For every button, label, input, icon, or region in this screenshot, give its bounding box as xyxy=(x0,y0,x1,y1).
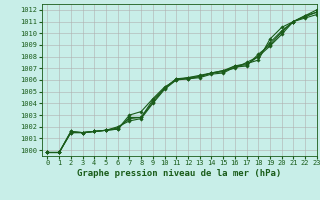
X-axis label: Graphe pression niveau de la mer (hPa): Graphe pression niveau de la mer (hPa) xyxy=(77,169,281,178)
